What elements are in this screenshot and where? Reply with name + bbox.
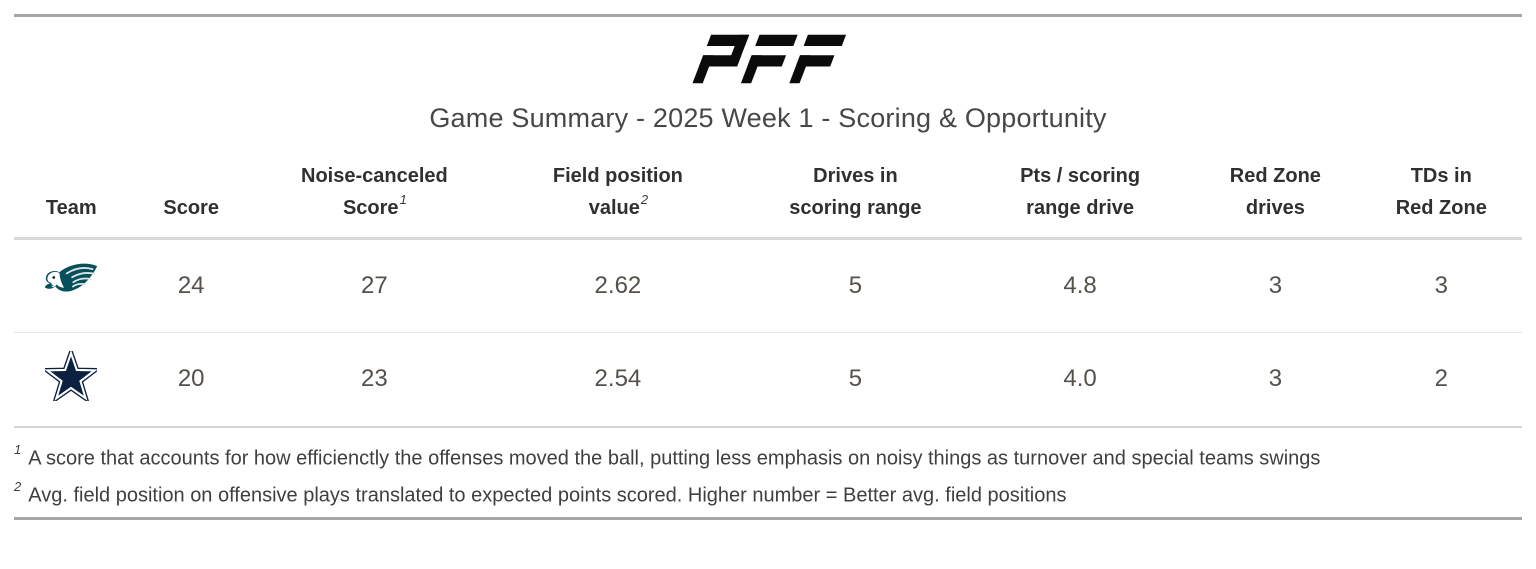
cell-noise-canceled-score: 23 — [253, 332, 496, 428]
pff-logo-icon — [692, 34, 847, 84]
cell-score: 24 — [128, 238, 254, 333]
eagles-logo — [43, 263, 99, 303]
col-header-score: Score — [128, 148, 254, 240]
pff-logo — [14, 32, 1522, 86]
cell-score: 20 — [128, 332, 254, 428]
cell-drives-in-scoring-range: 5 — [740, 332, 971, 428]
cowboys-logo-icon — [40, 345, 102, 404]
cell-pts-scoring-range-drive: 4.0 — [970, 332, 1191, 428]
game-summary-table: Team Score Noise-canceled Score1 Field p… — [14, 148, 1522, 428]
cell-tds-in-red-zone: 3 — [1360, 238, 1522, 333]
page-title: Game Summary - 2025 Week 1 - Scoring & O… — [429, 103, 1107, 133]
footnote-2: 2 Avg. field position on offensive plays … — [14, 479, 1067, 507]
cell-red-zone-drives: 3 — [1190, 238, 1361, 333]
cell-red-zone-drives: 3 — [1190, 332, 1361, 428]
cell-drives-in-scoring-range: 5 — [740, 238, 971, 333]
cell-field-position-value: 2.54 — [495, 332, 741, 428]
cell-field-position-value: 2.62 — [495, 238, 741, 333]
col-header-team: Team — [14, 148, 129, 240]
cell-pts-scoring-range-drive: 4.8 — [970, 238, 1191, 333]
header-row: Team Score Noise-canceled Score1 Field p… — [14, 148, 1522, 240]
col-header-tds-in-red-zone: TDs in Red Zone — [1360, 148, 1522, 240]
col-header-noise-canceled-score: Noise-canceled Score1 — [253, 148, 496, 240]
team-cell — [14, 238, 129, 333]
cell-noise-canceled-score: 27 — [253, 238, 496, 333]
col-header-drives-in-scoring-range: Drives in scoring range — [740, 148, 971, 240]
col-header-pts-scoring-range-drive: Pts / scoring range drive — [970, 148, 1191, 240]
bottom-divider — [14, 516, 1522, 520]
col-header-field-position-value: Field position value2 — [495, 148, 741, 240]
top-divider — [14, 14, 1522, 17]
table-row-eagles: 24 27 2.62 5 4.8 3 3 — [14, 238, 1522, 333]
cowboys-logo — [40, 345, 102, 404]
cell-tds-in-red-zone: 2 — [1360, 332, 1522, 428]
team-cell — [14, 332, 129, 428]
col-header-red-zone-drives: Red Zone drives — [1190, 148, 1361, 240]
eagles-logo-icon — [45, 263, 98, 292]
table-row-cowboys: 20 23 2.54 5 4.0 3 2 — [14, 332, 1522, 428]
